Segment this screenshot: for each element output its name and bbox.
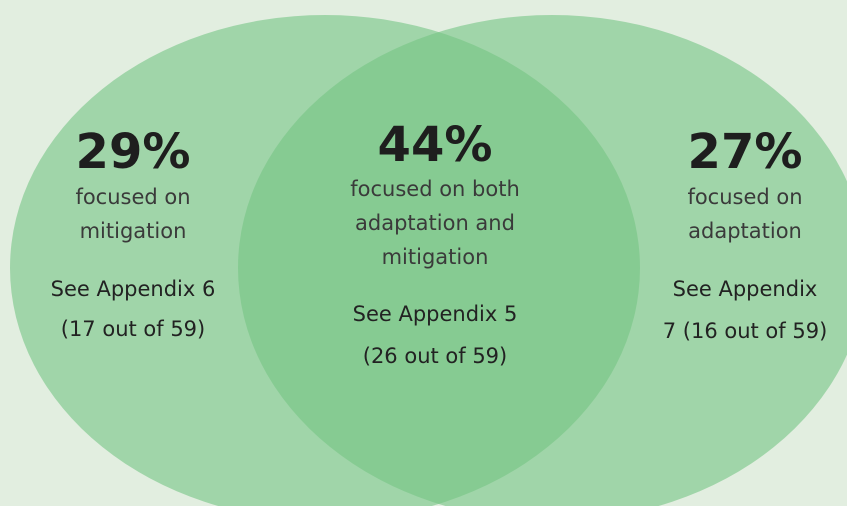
description: focused on [75, 185, 190, 209]
appendix: (17 out of 59) [61, 317, 206, 341]
right-circle [238, 15, 847, 506]
appendix: See Appendix 6 [51, 277, 216, 301]
description: mitigation [80, 219, 187, 243]
description: adaptation [688, 219, 802, 243]
percent: 27% [688, 124, 803, 180]
description: adaptation and [355, 211, 515, 235]
appendix: See Appendix [673, 277, 818, 301]
appendix: 7 (16 out of 59) [663, 319, 828, 343]
appendix: (26 out of 59) [363, 344, 508, 368]
description: focused on both [350, 177, 520, 201]
description: mitigation [382, 245, 489, 269]
percent: 44% [378, 117, 493, 173]
description: focused on [687, 185, 802, 209]
appendix: See Appendix 5 [353, 302, 518, 326]
percent: 29% [76, 124, 191, 180]
